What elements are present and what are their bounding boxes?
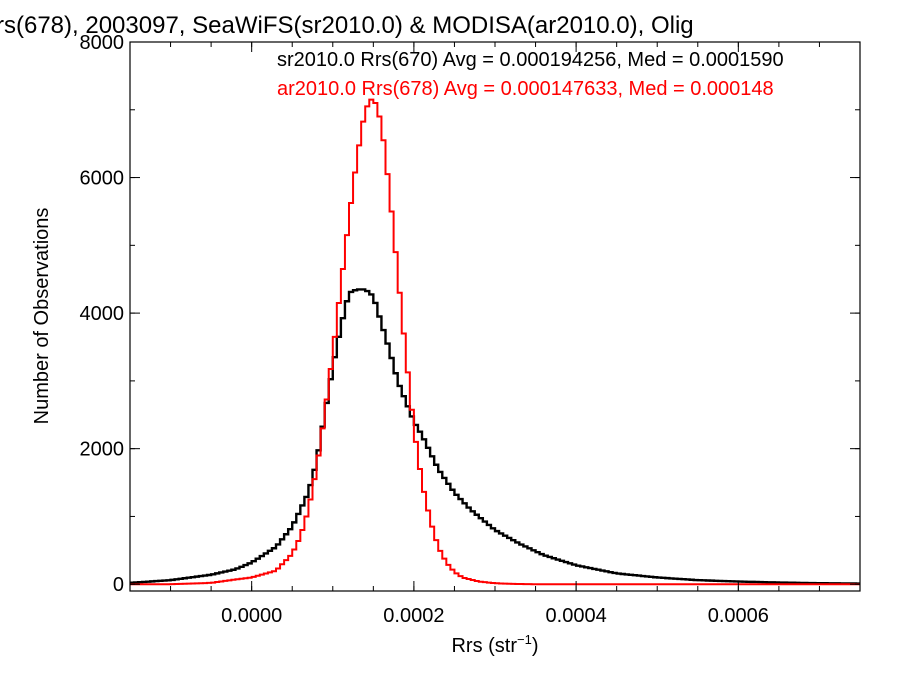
- x-tick-label: 0.0002: [383, 605, 444, 627]
- y-tick-label: 4000: [80, 303, 125, 325]
- x-tick-label: 0.0000: [221, 605, 282, 627]
- plot-frame: [129, 41, 861, 592]
- y-tick-label: 2000: [80, 439, 125, 461]
- x-tick-label: 0.0006: [708, 605, 769, 627]
- legend: sr2010.0 Rrs(670) Avg = 0.000194256, Med…: [277, 49, 784, 100]
- legend-entry-red: ar2010.0 Rrs(678) Avg = 0.000147633, Med…: [277, 78, 774, 100]
- x-axis-label-main: Rrs (str: [451, 635, 517, 657]
- x-tick-label: 0.0004: [546, 605, 607, 627]
- series-black-histogram: [130, 288, 860, 585]
- x-axis-label: Rrs (str−1): [451, 632, 538, 657]
- x-axis-label-sup: −1: [517, 632, 532, 647]
- x-axis-label-end: ): [532, 635, 539, 657]
- legend-entry-black: sr2010.0 Rrs(670) Avg = 0.000194256, Med…: [277, 49, 784, 71]
- y-tick-label: 0: [113, 574, 124, 596]
- series-red-histogram: [130, 98, 860, 586]
- y-axis-label: Number of Observations: [31, 208, 53, 425]
- chart-title: rs(678), 2003097, SeaWiFS(sr2010.0) & MO…: [0, 12, 694, 39]
- y-tick-label: 6000: [80, 168, 125, 190]
- y-tick-label: 8000: [80, 32, 125, 54]
